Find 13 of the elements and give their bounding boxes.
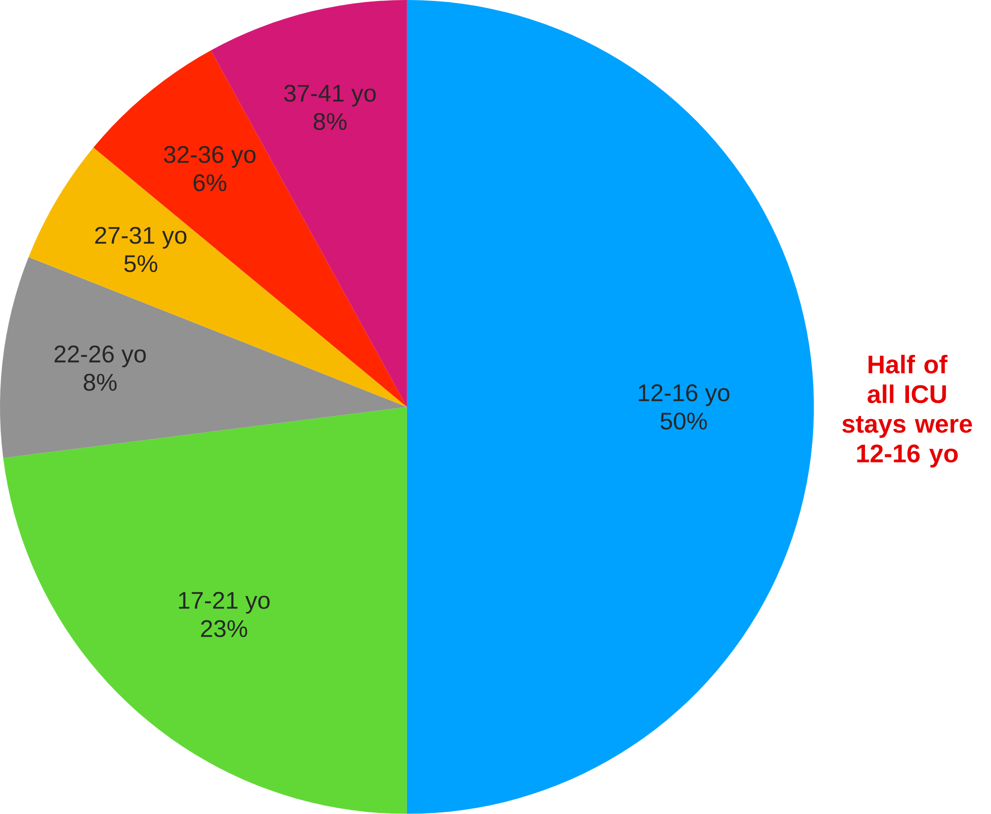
slice-label: 37-41 yo: [284, 84, 376, 107]
slice-label: 22-26 yo: [54, 346, 146, 368]
data-label: 23%: [201, 620, 248, 638]
slice-label: 32-36 yo: [164, 146, 256, 168]
slice-label: 17-21 yo: [179, 592, 270, 614]
data-label: 50%: [660, 412, 707, 430]
slice-label: 27-31 yo: [95, 226, 186, 249]
data-label: 8%: [314, 113, 347, 130]
data-label: 8%: [84, 374, 117, 391]
slice-label: 12-16 yo: [638, 384, 730, 406]
data-label: 6%: [194, 174, 226, 192]
data-label: 5%: [124, 255, 158, 272]
text: Half of all ICU stays were 12-16 yo: [842, 354, 972, 468]
